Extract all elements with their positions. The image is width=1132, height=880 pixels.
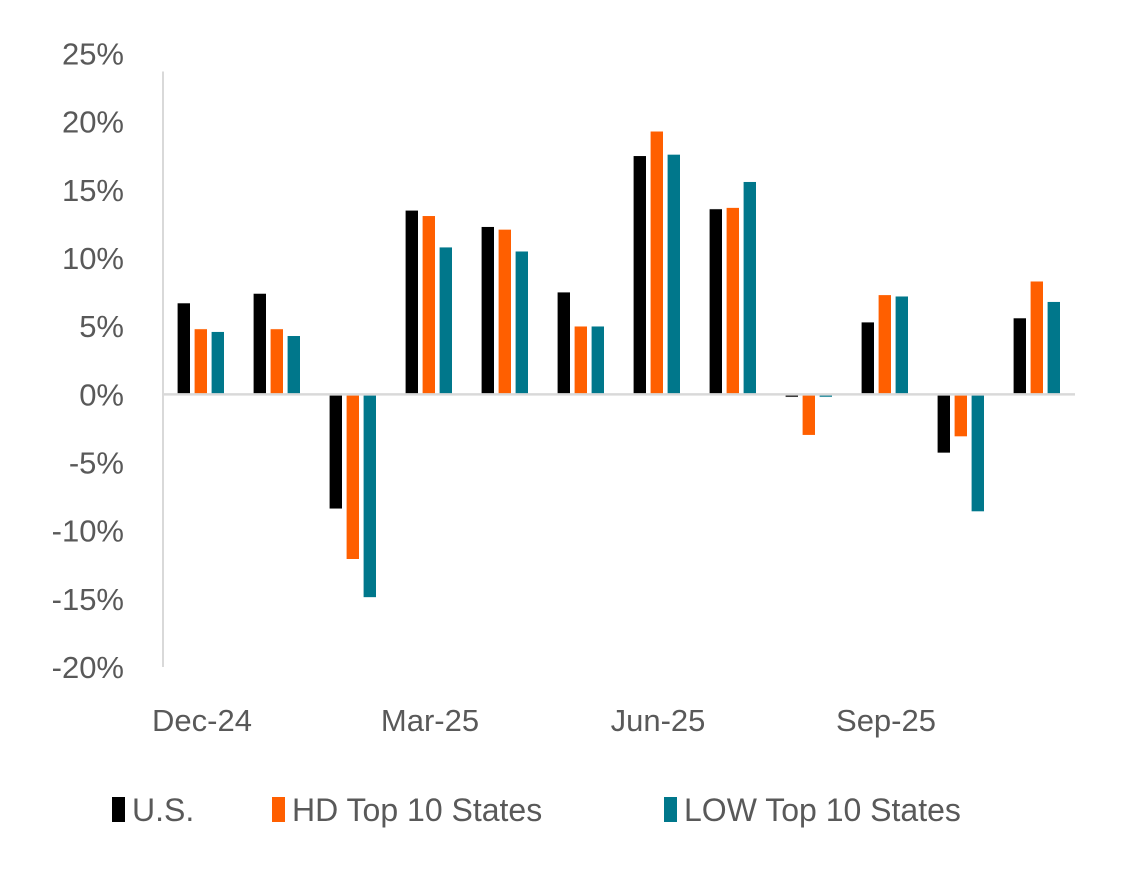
bar	[514, 250, 529, 395]
bar	[877, 294, 892, 395]
legend: U.S. HD Top 10 States LOW Top 10 States	[112, 792, 961, 828]
bar	[404, 209, 419, 395]
bar	[801, 394, 816, 436]
bar	[421, 215, 436, 395]
bar	[328, 394, 343, 510]
bar	[253, 293, 267, 395]
bar	[345, 394, 360, 560]
legend-swatch-icon	[664, 797, 677, 822]
legend-item: U.S.	[112, 792, 194, 828]
y-tick-label: 5%	[79, 309, 124, 344]
series-hd-top-10-states	[194, 130, 1044, 560]
y-tick-label: -20%	[52, 650, 124, 685]
bar	[894, 295, 909, 395]
y-tick-label: 10%	[62, 241, 124, 276]
legend-label: LOW Top 10 States	[684, 792, 961, 828]
x-tick-label: Dec-24	[152, 703, 252, 738]
bar	[497, 229, 512, 395]
bar	[573, 325, 588, 395]
x-tick-label: Mar-25	[381, 703, 479, 738]
legend-item: LOW Top 10 States	[664, 792, 961, 828]
bar	[632, 155, 647, 395]
bar	[194, 328, 208, 395]
bar	[269, 328, 284, 395]
legend-label: U.S.	[132, 792, 194, 828]
bar	[1012, 317, 1027, 395]
bar	[742, 181, 757, 395]
bars	[177, 130, 1061, 598]
bar	[666, 154, 681, 395]
legend-item: HD Top 10 States	[272, 792, 542, 828]
bar	[936, 394, 951, 454]
y-tick-label: 25%	[62, 37, 124, 72]
y-tick-label: -15%	[52, 582, 124, 617]
series-low-top-10-states	[211, 154, 1061, 598]
x-axis-tick-labels: Dec-24 Mar-25 Jun-25 Sep-25	[152, 703, 936, 738]
y-tick-label: 20%	[62, 105, 124, 140]
bar	[970, 394, 985, 512]
bar	[556, 291, 571, 395]
series-u-s	[177, 155, 1027, 510]
y-tick-label: -5%	[69, 446, 124, 481]
legend-swatch-icon	[112, 797, 125, 822]
bar	[1047, 301, 1061, 395]
bar	[649, 130, 664, 395]
x-tick-label: Sep-25	[836, 703, 936, 738]
x-tick-label: Jun-25	[611, 703, 706, 738]
legend-swatch-icon	[272, 797, 285, 822]
y-tick-label: 15%	[62, 173, 124, 208]
bar	[725, 207, 740, 395]
legend-label: HD Top 10 States	[292, 792, 542, 828]
bar	[953, 394, 968, 437]
bar	[211, 331, 225, 395]
bar	[286, 335, 301, 395]
bar	[438, 246, 453, 395]
bar	[362, 394, 377, 598]
bar	[860, 321, 875, 395]
bar	[590, 325, 605, 395]
bar	[177, 302, 191, 395]
bar	[1030, 280, 1044, 395]
y-axis-tick-labels: 25% 20% 15% 10% 5% 0% -5% -10% -15% -20%	[52, 37, 124, 686]
bar	[708, 208, 723, 395]
y-tick-label: 0%	[79, 377, 124, 412]
y-tick-label: -10%	[52, 514, 124, 549]
bar	[480, 226, 495, 395]
